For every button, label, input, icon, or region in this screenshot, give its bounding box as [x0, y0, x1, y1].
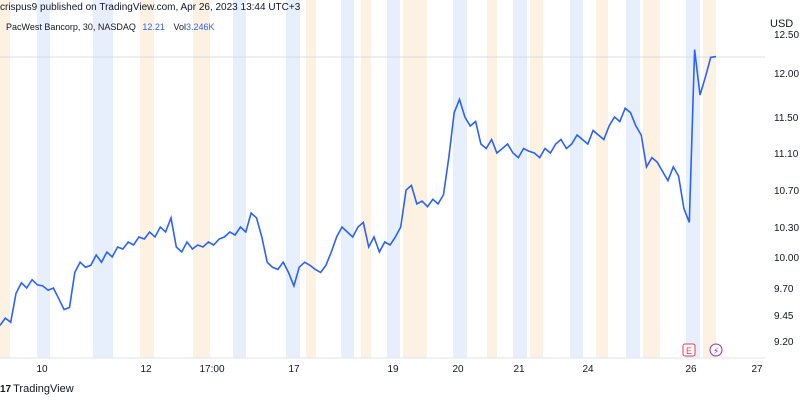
session-band — [403, 0, 427, 358]
session-band — [453, 0, 467, 358]
x-tick-label: 20 — [452, 364, 464, 375]
session-band — [37, 0, 50, 358]
price-series-line — [0, 49, 717, 326]
y-tick-label: 10.70 — [774, 186, 799, 197]
volume-label: Vol — [173, 22, 186, 32]
session-band — [286, 0, 300, 358]
volume-value: 3.246K — [185, 22, 215, 32]
session-band — [513, 0, 527, 358]
x-tick-label: 27 — [751, 364, 763, 375]
published-caption: crispus9 published on TradingView.com, A… — [0, 2, 301, 13]
x-tick-label: 24 — [582, 364, 594, 375]
dividend-marker[interactable]: ⚡ — [709, 343, 723, 357]
y-tick-label: 11.50 — [774, 113, 799, 124]
session-band — [93, 0, 113, 358]
session-band — [387, 0, 400, 358]
earnings-label: E — [686, 346, 692, 356]
y-tick-label: 10.00 — [774, 253, 799, 264]
session-band — [530, 0, 543, 358]
currency-label: USD — [770, 18, 794, 30]
session-band — [193, 0, 210, 358]
x-tick-label: 21 — [513, 364, 525, 375]
session-band — [487, 0, 497, 358]
symbol-legend: PacWest Bancorp, 30, NASDAQ 12.21 Vol3.2… — [6, 22, 215, 32]
session-band — [0, 0, 10, 358]
x-tick-label: 17:00 — [199, 364, 224, 375]
y-tick-label: 11.10 — [774, 149, 799, 160]
y-tick-label: 12.00 — [774, 69, 799, 80]
last-price: 12.21 — [142, 22, 165, 32]
session-band — [686, 0, 700, 358]
x-tick-label: 26 — [685, 364, 697, 375]
session-band — [341, 0, 354, 358]
session-band — [140, 0, 154, 358]
tradingview-logo-icon: 17 — [0, 383, 12, 395]
session-band — [306, 0, 316, 358]
y-tick-label: 12.50 — [774, 30, 799, 41]
y-tick-label: 10.30 — [774, 223, 799, 234]
session-band — [596, 0, 608, 358]
dividend-label: ⚡ — [713, 347, 719, 357]
symbol-name: PacWest Bancorp, 30, NASDAQ — [6, 22, 136, 32]
brand-name: TradingView — [13, 383, 74, 395]
session-band — [703, 0, 716, 358]
y-tick-label: 9.45 — [774, 311, 794, 322]
session-band — [361, 0, 371, 358]
x-tick-label: 12 — [140, 364, 152, 375]
earnings-marker[interactable]: E — [682, 343, 696, 357]
x-tick-label: 17 — [288, 364, 300, 375]
session-band — [626, 0, 640, 358]
y-tick-label: 9.20 — [774, 337, 794, 348]
x-tick-label: 10 — [36, 364, 48, 375]
y-tick-label: 9.70 — [774, 284, 794, 295]
session-band — [643, 0, 660, 358]
footer-brand: 17 TradingView — [0, 383, 74, 395]
session-band — [570, 0, 583, 358]
x-tick-label: 19 — [387, 364, 399, 375]
session-band — [233, 0, 246, 358]
